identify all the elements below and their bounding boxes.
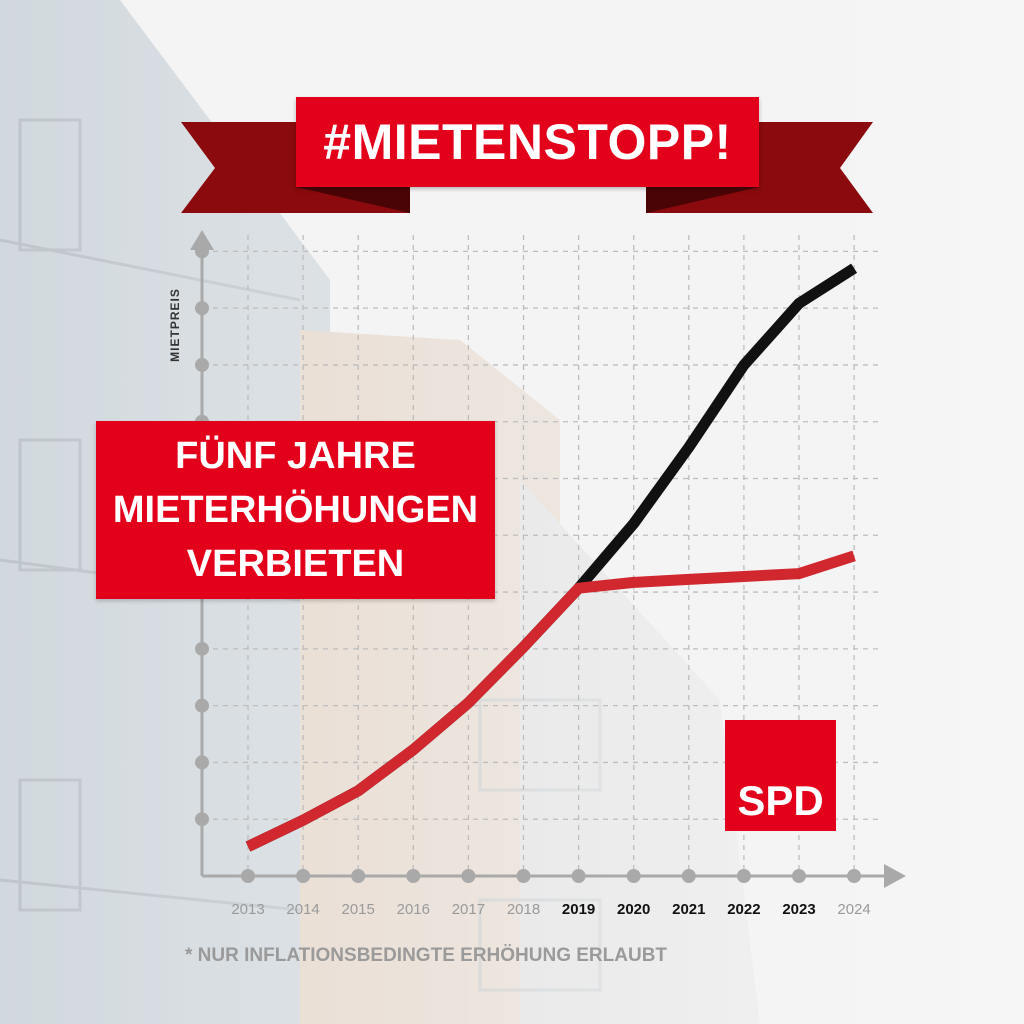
x-axis-dot xyxy=(516,869,531,883)
x-tick-label: 2018 xyxy=(507,901,540,918)
callout-box: FÜNF JAHRE MIETERHÖHUNGEN VERBIETEN xyxy=(96,421,495,599)
y-axis-label: MIETPREIS xyxy=(168,288,182,362)
chart-series xyxy=(245,263,858,852)
y-axis-dot xyxy=(195,812,209,827)
y-axis-dot xyxy=(195,755,209,770)
x-tick-label: 2014 xyxy=(286,901,319,918)
x-tick-label: 2021 xyxy=(672,901,705,918)
x-axis-dot xyxy=(792,869,806,883)
x-axis-dot xyxy=(626,869,641,883)
callout-line-3: VERBIETEN xyxy=(186,543,405,585)
x-axis-dot xyxy=(351,869,366,883)
callout-line-1: FÜNF JAHRE xyxy=(175,435,416,477)
x-tick-label: 2015 xyxy=(342,901,375,918)
footnote: * NUR INFLATIONSBEDINGTE ERHÖHUNG ERLAUB… xyxy=(185,945,668,966)
x-axis-dot xyxy=(736,869,751,883)
x-axis-dot xyxy=(406,869,421,883)
logo-text: SPD xyxy=(737,777,824,824)
y-axis-dot xyxy=(195,641,209,656)
chart-title: #MIETENSTOPP! xyxy=(323,114,732,170)
spd-logo: SPD xyxy=(725,720,836,831)
x-axis-dot xyxy=(847,869,862,883)
series-line-2 xyxy=(245,550,856,852)
title-banner: #MIETENSTOPP! xyxy=(296,97,759,187)
x-axis-arrow xyxy=(884,864,906,888)
x-tick-label: 2013 xyxy=(231,901,264,918)
x-tick-label: 2024 xyxy=(837,901,870,918)
x-axis-dot xyxy=(241,869,255,883)
x-tick-label: 2023 xyxy=(782,901,815,918)
y-axis-dot xyxy=(195,698,209,713)
x-tick-labels: 2013 2014 2015 2016 2017 2018 2019 2020 2021 2022… xyxy=(231,901,870,918)
y-axis-dot xyxy=(195,357,209,372)
x-axis-dot xyxy=(571,869,586,883)
callout-line-2: MIETERHÖHUNGEN xyxy=(112,489,479,531)
y-axis-dot xyxy=(195,301,209,316)
y-axis-arrow xyxy=(190,230,214,250)
x-axis-dot xyxy=(681,869,696,883)
x-tick-label: 2019 xyxy=(562,901,595,918)
x-tick-label: 2022 xyxy=(727,901,760,918)
x-axis-dot xyxy=(461,869,476,883)
x-axis-dot xyxy=(296,869,311,883)
x-tick-label: 2020 xyxy=(617,901,650,918)
y-axis-dot xyxy=(195,244,209,259)
x-tick-label: 2017 xyxy=(452,901,485,918)
x-tick-label: 2016 xyxy=(397,901,430,918)
